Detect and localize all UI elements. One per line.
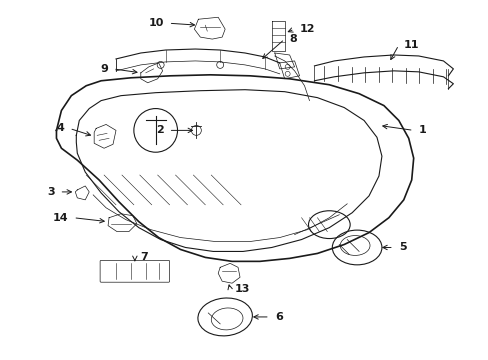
Text: 11: 11 — [403, 40, 418, 50]
Text: 1: 1 — [418, 125, 426, 135]
Text: 2: 2 — [156, 125, 163, 135]
Text: 6: 6 — [274, 312, 282, 322]
Text: 3: 3 — [47, 187, 54, 197]
Text: 7: 7 — [140, 252, 147, 262]
Text: 5: 5 — [398, 243, 406, 252]
Text: 8: 8 — [289, 34, 297, 44]
Text: 4: 4 — [57, 123, 64, 134]
Text: 14: 14 — [53, 213, 68, 223]
Text: 12: 12 — [299, 24, 314, 34]
Text: 13: 13 — [235, 284, 250, 294]
Text: 10: 10 — [148, 18, 163, 28]
Text: 9: 9 — [100, 64, 108, 74]
